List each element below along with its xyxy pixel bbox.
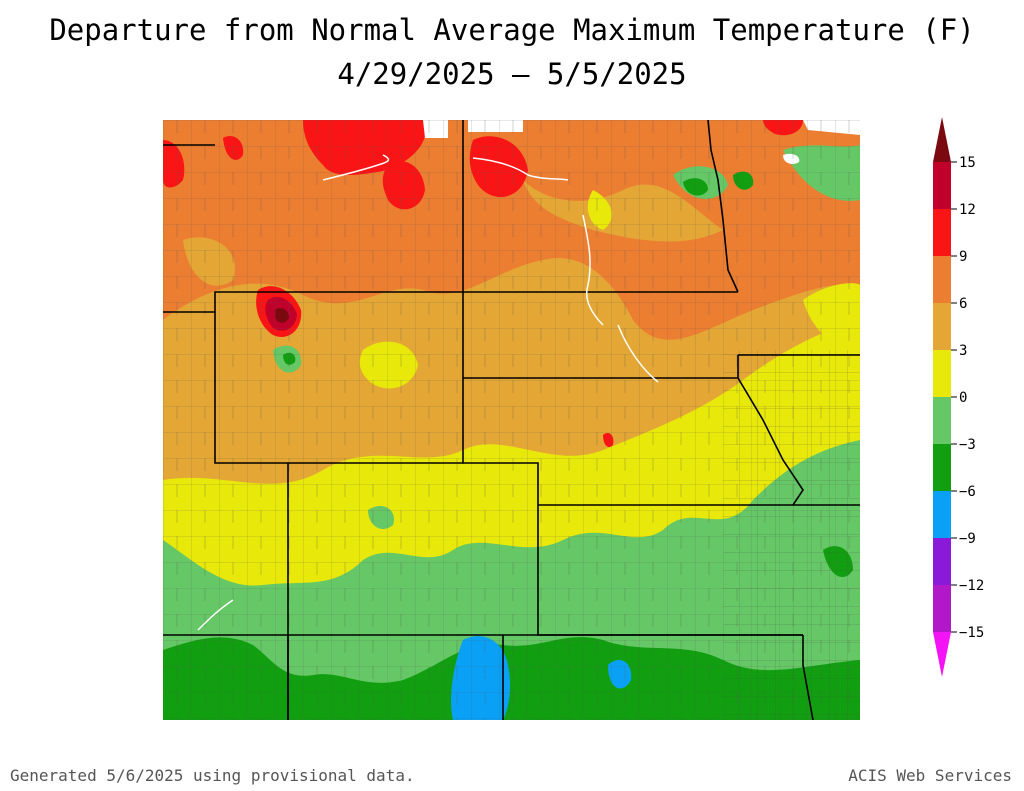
legend-tick-label: 12 [959, 202, 976, 218]
legend-bin [933, 256, 951, 303]
legend-bin [933, 350, 951, 397]
credit-label: ACIS Web Services [848, 766, 1012, 785]
legend-below-arrow [933, 632, 951, 677]
legend-tick-label: 15 [959, 155, 976, 171]
legend-bin [933, 397, 951, 444]
rivers [197, 154, 659, 631]
map-svg [163, 120, 860, 720]
legend-svg: 15 12 9 6 3 0 −3 −6 −9 −12 −15 [933, 117, 984, 677]
legend-tick-label: −9 [959, 531, 976, 547]
legend-tick-label: −6 [959, 484, 976, 500]
legend-bin [933, 491, 951, 538]
legend-tick-label: −3 [959, 437, 976, 453]
legend-bin [933, 538, 951, 585]
legend-tick-label: 0 [959, 390, 967, 406]
legend-above-arrow [933, 117, 951, 162]
legend-bin [933, 444, 951, 491]
color-scale-legend: 15 12 9 6 3 0 −3 −6 −9 −12 −15 [925, 112, 1024, 682]
temperature-departure-map [163, 120, 860, 720]
legend-tick-label: −15 [959, 625, 984, 641]
legend-tick-label: 9 [959, 249, 967, 265]
legend-bin [933, 303, 951, 350]
legend-bin [933, 585, 951, 632]
legend-tick-label: −12 [959, 578, 984, 594]
legend-bin [933, 162, 951, 209]
map-title: Departure from Normal Average Maximum Te… [49, 13, 975, 47]
legend-bin [933, 209, 951, 256]
generated-note: Generated 5/6/2025 using provisional dat… [10, 766, 415, 785]
state-boundaries [163, 120, 860, 720]
legend-tick-label: 6 [959, 296, 967, 312]
map-date-range: 4/29/2025 – 5/5/2025 [337, 57, 687, 91]
county-lines-east [723, 350, 860, 720]
legend-tick-label: 3 [959, 343, 967, 359]
